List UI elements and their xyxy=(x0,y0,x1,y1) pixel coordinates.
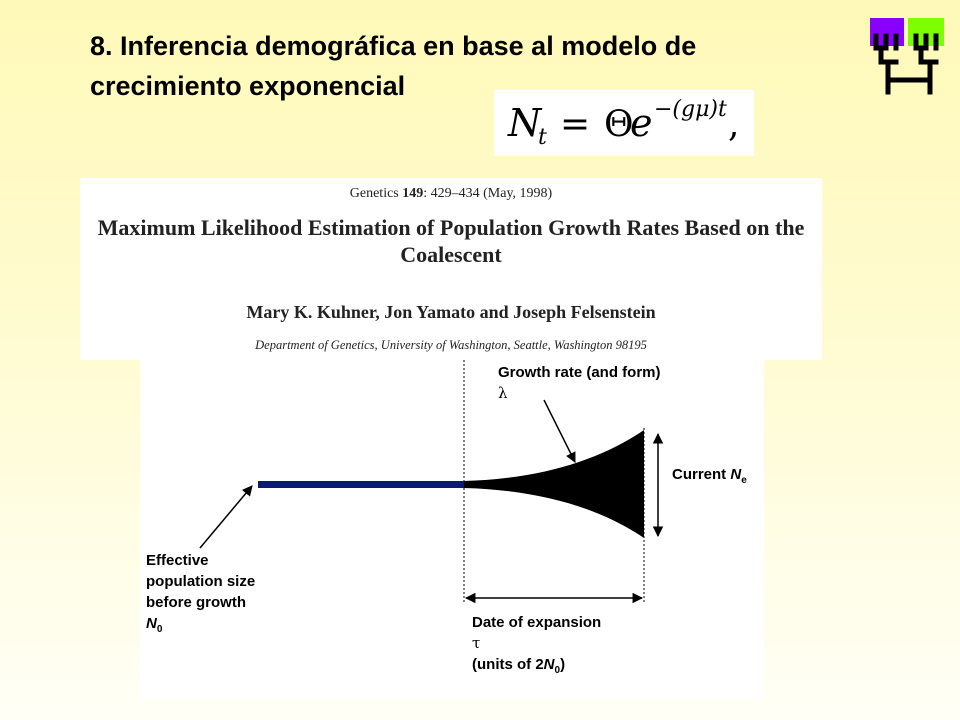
expansion-date-text: Date of expansion xyxy=(472,614,602,631)
effective-size-line1: Effective xyxy=(146,552,209,569)
paper-affiliation: Department of Genetics, University of Wa… xyxy=(255,338,647,352)
formula-base: e xyxy=(630,101,653,145)
journal-name: Genetics xyxy=(349,186,399,201)
units-prefix: (units of 2 xyxy=(472,656,544,673)
journal-volume: 149 xyxy=(402,186,424,201)
current-size-subscript: e xyxy=(741,475,747,486)
current-size-label: Current Ne xyxy=(672,464,747,491)
formula-equals: = xyxy=(560,104,590,145)
effective-size-symbol: N xyxy=(146,615,157,632)
formula-exponent: −(gμ)t xyxy=(654,97,727,122)
growth-formula: N t = Θ e −(gμ)t , xyxy=(494,90,754,156)
expansion-date-symbol: τ xyxy=(472,634,481,652)
current-size-text: Current xyxy=(672,466,731,483)
effective-size-line3: before growth xyxy=(146,594,246,611)
units-subscript: 0 xyxy=(554,665,561,676)
growth-model-diagram: Growth rate (and form) λ Current Ne Effe… xyxy=(140,360,764,700)
journal-pages-date: : 429–434 (May, 1998) xyxy=(423,186,553,201)
growth-rate-arrow xyxy=(543,399,576,463)
formula-trailing-comma: , xyxy=(728,104,739,145)
current-size-symbol: N xyxy=(730,466,742,483)
formula-lhs: N xyxy=(507,101,543,145)
effective-size-symbol-line: N0 xyxy=(146,613,255,640)
exponential-growth-shape xyxy=(464,430,644,538)
effective-size-arrow xyxy=(199,485,253,549)
effective-size-line2: population size xyxy=(146,573,256,590)
effective-size-label: Effective population size before growth … xyxy=(146,550,255,640)
growth-rate-symbol: λ xyxy=(498,384,508,402)
paper-citation: Genetics 149: 429–434 (May, 1998) xyxy=(80,186,822,202)
effective-size-subscript: 0 xyxy=(156,624,163,635)
formula-theta: Θ xyxy=(604,104,634,145)
phylogenetic-tree-logo-icon xyxy=(870,18,944,95)
paper-title: Maximum Likelihood Estimation of Populat… xyxy=(97,215,805,267)
ancestral-population-bar xyxy=(258,481,466,488)
paper-header: Genetics 149: 429–434 (May, 1998) Maximu… xyxy=(80,178,822,360)
expansion-date-label: Date of expansion τ (units of 2N0) xyxy=(472,612,601,681)
units-symbol: N xyxy=(543,656,555,673)
units-suffix: ) xyxy=(560,656,566,673)
expansion-units-line: (units of 2N0) xyxy=(472,654,601,681)
paper-authors: Mary K. Kuhner, Jon Yamato and Joseph Fe… xyxy=(246,302,656,322)
slide-title: 8. Inferencia demográfica en base al mod… xyxy=(90,31,697,101)
growth-rate-label: Growth rate (and form) λ xyxy=(498,362,661,404)
growth-rate-text: Growth rate (and form) xyxy=(498,364,661,381)
formula-lhs-subscript: t xyxy=(538,125,547,150)
